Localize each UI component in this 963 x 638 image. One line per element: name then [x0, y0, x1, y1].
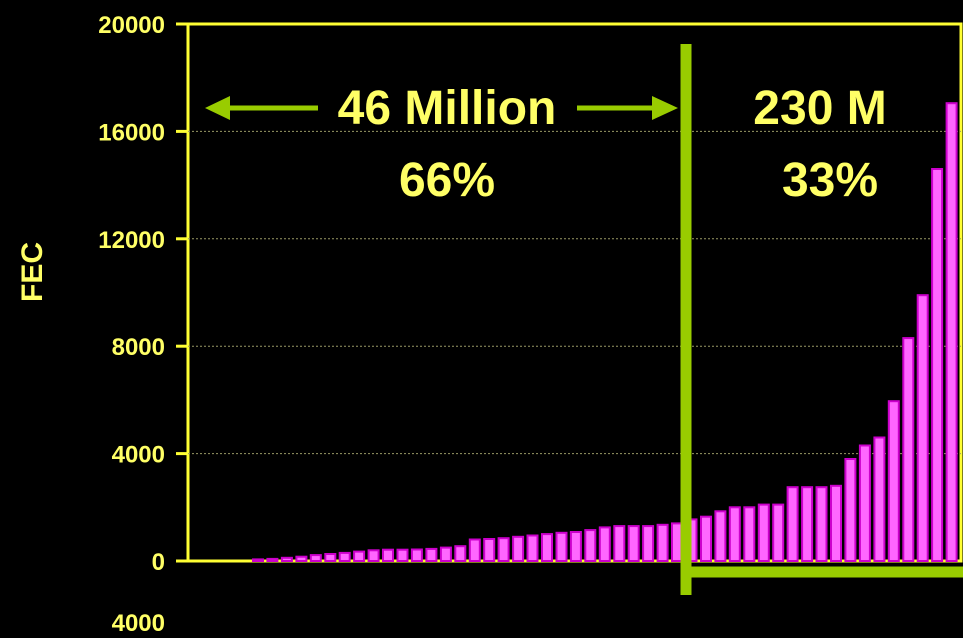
bar: [398, 550, 408, 561]
bar: [267, 559, 277, 561]
bar: [369, 550, 379, 561]
y-tick-label: 4000: [112, 442, 165, 469]
bar: [759, 505, 769, 561]
bar: [296, 557, 306, 561]
bar: [874, 438, 884, 562]
y-tick-label: 16000: [98, 119, 165, 146]
bar: [585, 530, 595, 561]
bar: [744, 507, 754, 561]
annotation-left-bottom: 66%: [399, 154, 495, 207]
bar: [325, 554, 335, 561]
bar: [455, 546, 465, 561]
bar: [470, 540, 480, 562]
bar: [629, 526, 639, 561]
bar: [903, 338, 913, 561]
bar: [557, 533, 567, 561]
annotation-right-bottom: 33%: [782, 154, 878, 207]
bar: [730, 507, 740, 561]
bar: [614, 526, 624, 561]
annotation-right-top: 230 M: [753, 82, 886, 135]
y-tick-label: 8000: [112, 334, 165, 361]
y-axis-ticks: 20000 16000 12000 8000 4000 0: [98, 12, 188, 576]
y-tick-label: 0: [152, 549, 165, 576]
bar: [499, 538, 509, 561]
bar: [340, 553, 350, 561]
bar: [889, 401, 899, 561]
below-axis-label: 4000: [112, 610, 165, 637]
bar: [282, 558, 292, 561]
bar: [383, 550, 393, 561]
bar: [253, 559, 263, 561]
bar: [311, 555, 321, 561]
bar: [715, 511, 725, 561]
bar: [860, 446, 870, 562]
bar: [817, 487, 827, 561]
y-tick-label: 12000: [98, 227, 165, 254]
bar: [542, 534, 552, 561]
bar: [354, 552, 364, 561]
bar: [441, 548, 451, 561]
bar: [600, 527, 610, 561]
bar: [701, 517, 711, 561]
bar: [947, 103, 957, 561]
y-axis-label: FEC: [16, 242, 49, 302]
bar: [845, 459, 855, 561]
bar: [802, 487, 812, 561]
bar: [528, 536, 538, 562]
bar: [831, 486, 841, 561]
bar: [426, 549, 436, 561]
bar: [412, 550, 422, 562]
bar: [571, 532, 581, 561]
bar: [643, 526, 653, 561]
bar: [658, 525, 668, 561]
bar: [484, 539, 494, 561]
bar: [513, 537, 523, 561]
bar: [918, 295, 928, 561]
annotation-left-top: 46 Million: [338, 82, 557, 135]
bar: [788, 487, 798, 561]
y-tick-label: 20000: [98, 12, 165, 39]
bar: [932, 169, 942, 561]
bar: [773, 505, 783, 561]
